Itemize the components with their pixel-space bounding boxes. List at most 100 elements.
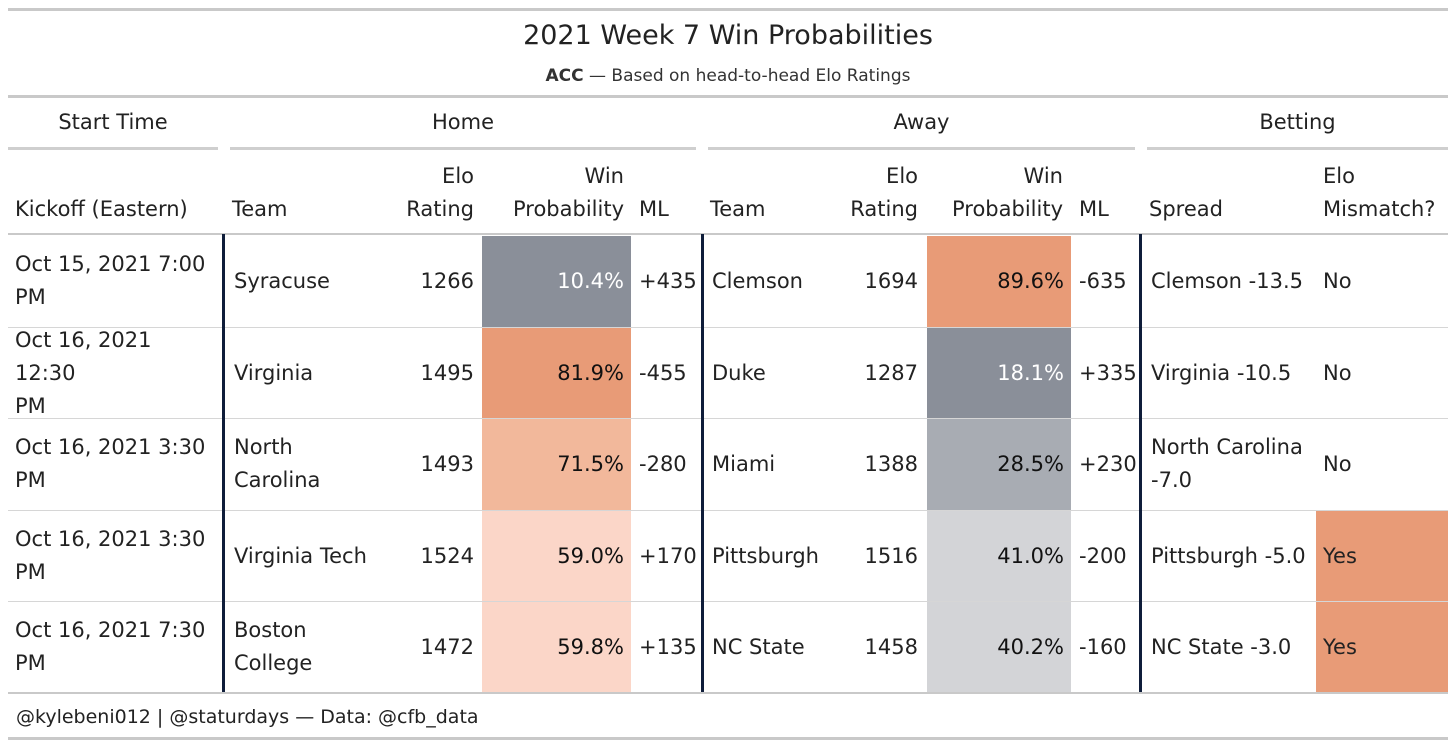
elo-mismatch-cell: No (1323, 269, 1352, 293)
top-border (8, 8, 1448, 11)
kickoff-lines: Oct 16, 2021 3:30 PM (15, 523, 205, 589)
kickoff-lines: Oct 16, 2021 3:30 PM (15, 431, 205, 497)
kickoff-cell: Oct 16, 2021 3:30 PM (15, 418, 215, 510)
kickoff-cell: Oct 15, 2021 7:00 PM (15, 235, 215, 327)
away-elo-cell: 1516 (864, 543, 918, 568)
away-win-probability-cell: 40.2% (927, 602, 1071, 693)
subtitle-text: — Based on head-to-head Elo Ratings (583, 66, 911, 86)
header-top-border (8, 95, 1448, 98)
row-separator (8, 327, 1448, 328)
home-team-cell: Syracuse (234, 235, 384, 327)
kickoff-line: Oct 16, 2021 7:30 (15, 618, 206, 642)
spanner-line-home (230, 147, 696, 150)
away-elo-cell: 1388 (864, 451, 918, 476)
spread-cell: Virginia -10.5 (1151, 327, 1313, 419)
home-team-lines: North Carolina (234, 431, 320, 497)
home-elo-cell: 1524 (420, 543, 474, 568)
away-ml-cell: +230 (1079, 451, 1137, 476)
spanner-line-away (708, 147, 1135, 150)
home-ml-cell: -455 (639, 360, 687, 385)
home-elo-cell: 1266 (420, 268, 474, 293)
spread-cell: North Carolina -7.0 (1151, 418, 1313, 510)
elo-mismatch-cell: Yes (1316, 511, 1448, 602)
kickoff-cell: Oct 16, 2021 3:30 PM (15, 510, 215, 602)
elo-mismatch-cell: Yes (1316, 602, 1448, 693)
away-win-probability-cell: 18.1% (927, 328, 1071, 419)
away-win-probability-cell: 41.0% (927, 511, 1071, 602)
col-kickoff: Kickoff (Eastern) (15, 197, 188, 221)
home-win-probability-cell: 10.4% (482, 236, 631, 327)
away-team-cell: Pittsburgh (712, 543, 819, 568)
kickoff-line: PM (15, 651, 46, 675)
kickoff-line: Oct 15, 2021 7:00 (15, 252, 206, 276)
footer-bottom-border (8, 737, 1448, 740)
col-home-wp-line1: Win (584, 164, 624, 188)
header-bottom-border (8, 233, 1448, 235)
away-team-cell: Miami (712, 451, 776, 476)
home-team-cell: Virginia Tech (234, 510, 384, 602)
kickoff-line: Oct 16, 2021 3:30 (15, 435, 206, 459)
kickoff-line: Oct 16, 2021 12:30 (15, 327, 152, 385)
kickoff-line: PM (15, 560, 46, 584)
home-ml-cell: +170 (639, 543, 697, 568)
away-ml-cell: -200 (1079, 543, 1127, 568)
home-team-cell: North Carolina (234, 418, 384, 510)
kickoff-lines: Oct 16, 2021 7:30 PM (15, 614, 205, 680)
home-win-probability-cell: 59.0% (482, 511, 631, 602)
spread-line: NC State -3.0 (1151, 634, 1292, 659)
away-team-cell: Duke (712, 360, 766, 385)
col-mismatch: Elo Mismatch? (1323, 160, 1435, 226)
kickoff-line: PM (15, 468, 46, 492)
col-home-elo-line2: Rating (406, 197, 474, 221)
kickoff-line: PM (15, 393, 46, 418)
col-home-elo: Elo Rating (390, 160, 474, 226)
col-away-team: Team (710, 197, 766, 221)
spanner-start-time: Start Time (58, 110, 168, 134)
col-away-elo-line2: Rating (850, 197, 918, 221)
home-win-probability-cell: 81.9% (482, 328, 631, 419)
divider-start-home (222, 234, 225, 694)
home-elo-cell: 1472 (420, 634, 474, 659)
away-elo-cell: 1287 (864, 360, 918, 385)
home-team-line: Virginia (234, 360, 314, 385)
away-team-cell: NC State (712, 634, 805, 659)
home-team-lines: Syracuse (234, 265, 330, 298)
col-away-wp-line2: Probability (951, 197, 1063, 221)
home-win-probability-cell: 59.8% (482, 602, 631, 693)
col-mismatch-line2: Mismatch? (1323, 197, 1436, 221)
spread-lines: NC State -3.0 (1151, 631, 1291, 664)
home-elo-cell: 1495 (420, 360, 474, 385)
col-away-ml: ML (1079, 197, 1109, 221)
spanner-line-betting (1147, 147, 1448, 150)
table-title: 2021 Week 7 Win Probabilities (523, 20, 933, 51)
home-ml-cell: +135 (639, 634, 697, 659)
col-away-wp: Win Probability (930, 160, 1063, 226)
spread-cell: NC State -3.0 (1151, 601, 1313, 693)
home-team-lines: Virginia (234, 357, 313, 390)
home-ml-cell: -280 (639, 451, 687, 476)
home-team-line: North (234, 435, 293, 459)
away-elo-cell: 1458 (864, 634, 918, 659)
home-team-line: Carolina (234, 468, 321, 492)
kickoff-lines: Oct 16, 2021 12:30 PM (15, 324, 215, 423)
source-note: @kylebeni012 | @staturdays — Data: @cfb_… (16, 706, 479, 728)
away-win-probability-cell: 89.6% (927, 236, 1071, 327)
away-ml-cell: -635 (1079, 268, 1127, 293)
away-team-cell: Clemson (712, 268, 803, 293)
home-team-cell: Virginia (234, 327, 384, 419)
spread-lines: Virginia -10.5 (1151, 357, 1291, 390)
home-team-lines: Boston College (234, 614, 312, 680)
col-home-team: Team (232, 197, 288, 221)
col-home-elo-line1: Elo (442, 164, 474, 188)
spread-cell: Pittsburgh -5.0 (1151, 510, 1313, 602)
elo-mismatch-cell: No (1323, 361, 1352, 385)
home-team-lines: Virginia Tech (234, 540, 367, 573)
divider-home-away (701, 234, 704, 694)
spanner-away: Away (893, 110, 950, 134)
kickoff-cell: Oct 16, 2021 12:30 PM (15, 327, 215, 419)
col-away-elo: Elo Rating (834, 160, 918, 226)
col-home-wp-line2: Probability (512, 197, 624, 221)
away-ml-cell: -160 (1079, 634, 1127, 659)
spread-lines: Pittsburgh -5.0 (1151, 540, 1306, 573)
